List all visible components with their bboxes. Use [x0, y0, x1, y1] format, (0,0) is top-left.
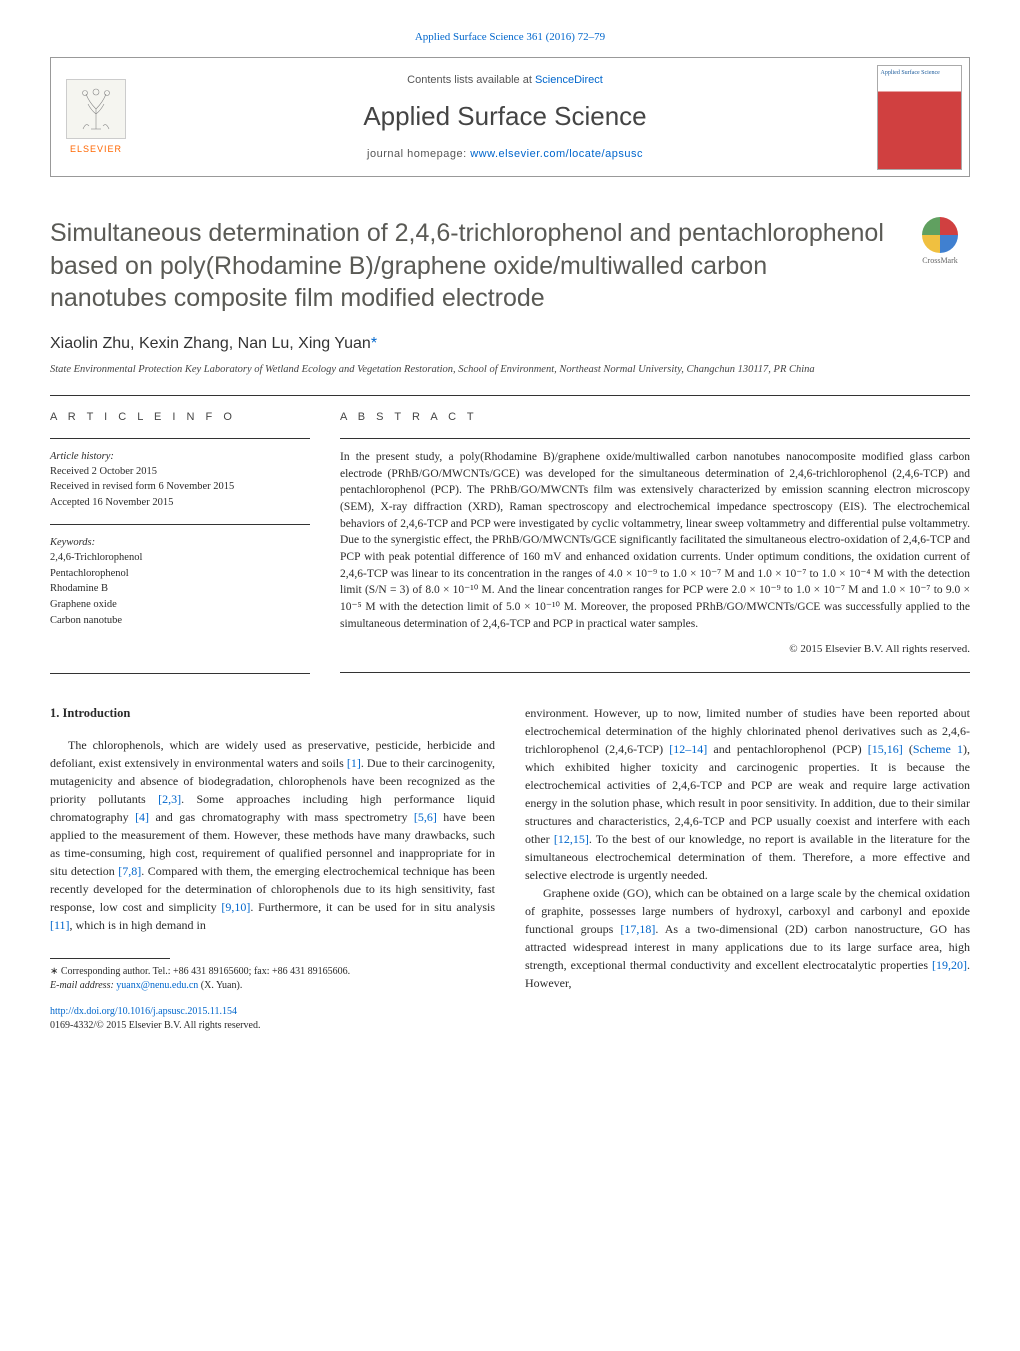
crossmark-icon	[922, 217, 958, 253]
title-row: Simultaneous determination of 2,4,6-tric…	[50, 217, 970, 315]
body-column-left: 1. Introduction The chlorophenols, which…	[50, 704, 495, 1034]
history-label: Article history:	[50, 449, 310, 464]
corresponding-mark[interactable]: *	[371, 335, 377, 352]
issn-line: 0169-4332/© 2015 Elsevier B.V. All right…	[50, 1020, 260, 1031]
journal-name: Applied Surface Science	[363, 98, 646, 134]
section-heading: 1. Introduction	[50, 704, 495, 723]
crossmark-badge[interactable]: CrossMark	[910, 217, 970, 266]
citation-link[interactable]: [19,20]	[932, 958, 967, 972]
footnote-separator	[50, 958, 170, 959]
authors: Xiaolin Zhu, Kexin Zhang, Nan Lu, Xing Y…	[50, 333, 970, 355]
homepage-prefix: journal homepage:	[367, 148, 470, 160]
divider	[340, 438, 970, 439]
citation-link[interactable]: [15,16]	[868, 742, 903, 756]
citation-link[interactable]: [4]	[135, 810, 149, 824]
citation-link[interactable]: [17,18]	[620, 922, 655, 936]
received-date: Received 2 October 2015	[50, 464, 310, 479]
cover-thumbnail[interactable]: Applied Surface Science	[869, 58, 969, 176]
homepage-line: journal homepage: www.elsevier.com/locat…	[367, 147, 643, 162]
doi-block: http://dx.doi.org/10.1016/j.apsusc.2015.…	[50, 1005, 495, 1033]
article-title: Simultaneous determination of 2,4,6-tric…	[50, 217, 890, 315]
body-paragraph: Graphene oxide (GO), which can be obtain…	[525, 884, 970, 992]
abstract-column: a b s t r a c t In the present study, a …	[340, 410, 970, 672]
text-run: ), which exhibited higher toxicity and c…	[525, 742, 970, 846]
copyright: © 2015 Elsevier B.V. All rights reserved…	[340, 642, 970, 657]
revised-date: Received in revised form 6 November 2015	[50, 479, 310, 494]
text-run: (	[903, 742, 913, 756]
citation-link[interactable]: [1]	[347, 756, 361, 770]
corresponding-footnote: ∗ Corresponding author. Tel.: +86 431 89…	[50, 965, 495, 979]
text-run: and gas chromatography with mass spectro…	[149, 810, 414, 824]
publisher-name: ELSEVIER	[70, 143, 122, 156]
cover-title: Applied Surface Science	[881, 69, 958, 77]
elsevier-tree-icon	[66, 79, 126, 139]
sciencedirect-link[interactable]: ScienceDirect	[535, 74, 603, 86]
keyword: 2,4,6-Trichlorophenol	[50, 550, 310, 566]
scheme-link[interactable]: Scheme 1	[913, 742, 963, 756]
citation-link[interactable]: [11]	[50, 918, 70, 932]
divider	[50, 524, 310, 525]
citation-link[interactable]: [12,15]	[554, 832, 589, 846]
contents-line: Contents lists available at ScienceDirec…	[407, 73, 603, 88]
crossmark-label: CrossMark	[922, 255, 958, 266]
info-abstract-row: a r t i c l e i n f o Article history: R…	[50, 410, 970, 672]
divider	[50, 438, 310, 439]
citation-link[interactable]: [9,10]	[221, 900, 250, 914]
article-history: Article history: Received 2 October 2015…	[50, 449, 310, 510]
authors-list: Xiaolin Zhu, Kexin Zhang, Nan Lu, Xing Y…	[50, 335, 371, 352]
keyword: Rhodamine B	[50, 581, 310, 597]
journal-citation: Applied Surface Science 361 (2016) 72–79	[50, 30, 970, 45]
header-center: Contents lists available at ScienceDirec…	[141, 58, 869, 176]
text-run: and pentachlorophenol (PCP)	[707, 742, 868, 756]
journal-citation-link[interactable]: Applied Surface Science 361 (2016) 72–79	[415, 31, 605, 43]
accepted-date: Accepted 16 November 2015	[50, 495, 310, 510]
divider	[50, 395, 970, 396]
cover-image: Applied Surface Science	[877, 65, 962, 170]
article-info-column: a r t i c l e i n f o Article history: R…	[50, 410, 310, 672]
email-link[interactable]: yuanx@nenu.edu.cn	[116, 980, 198, 991]
keyword: Graphene oxide	[50, 597, 310, 613]
citation-link[interactable]: [7,8]	[118, 864, 141, 878]
text-run: . To the best of our knowledge, no repor…	[525, 832, 970, 882]
keywords-list: 2,4,6-Trichlorophenol Pentachlorophenol …	[50, 550, 310, 629]
keywords-block: Keywords: 2,4,6-Trichlorophenol Pentachl…	[50, 535, 310, 629]
body-column-right: environment. However, up to now, limited…	[525, 704, 970, 1034]
journal-header: ELSEVIER Contents lists available at Sci…	[50, 57, 970, 177]
publisher-logo[interactable]: ELSEVIER	[51, 58, 141, 176]
keywords-label: Keywords:	[50, 535, 310, 550]
body-paragraph: environment. However, up to now, limited…	[525, 704, 970, 884]
keyword: Pentachlorophenol	[50, 566, 310, 582]
citation-link[interactable]: [5,6]	[414, 810, 437, 824]
homepage-link[interactable]: www.elsevier.com/locate/apsusc	[470, 148, 643, 160]
divider	[340, 672, 970, 673]
citation-link[interactable]: [2,3]	[158, 792, 181, 806]
email-label: E-mail address:	[50, 980, 116, 991]
abstract-heading: a b s t r a c t	[340, 410, 970, 425]
citation-link[interactable]: [12–14]	[669, 742, 707, 756]
doi-link[interactable]: http://dx.doi.org/10.1016/j.apsusc.2015.…	[50, 1006, 237, 1017]
email-suffix: (X. Yuan).	[198, 980, 242, 991]
body-paragraph: The chlorophenols, which are widely used…	[50, 736, 495, 934]
affiliation: State Environmental Protection Key Labor…	[50, 363, 970, 377]
keyword: Carbon nanotube	[50, 613, 310, 629]
body-columns: 1. Introduction The chlorophenols, which…	[50, 704, 970, 1034]
article-info-heading: a r t i c l e i n f o	[50, 410, 310, 425]
abstract-text: In the present study, a poly(Rhodamine B…	[340, 449, 970, 632]
text-run: , which is in high demand in	[70, 918, 206, 932]
text-run: . Furthermore, it can be used for in sit…	[250, 900, 495, 914]
email-footnote: E-mail address: yuanx@nenu.edu.cn (X. Yu…	[50, 979, 495, 993]
divider	[50, 673, 310, 674]
contents-prefix: Contents lists available at	[407, 74, 535, 86]
